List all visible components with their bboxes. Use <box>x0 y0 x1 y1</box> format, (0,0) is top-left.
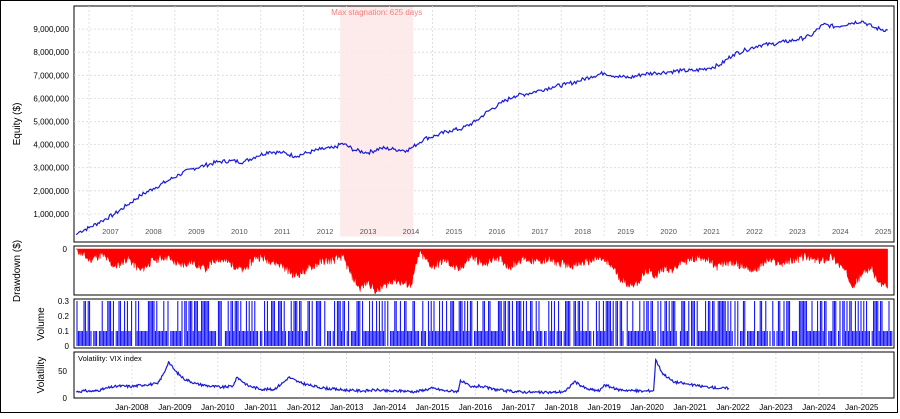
year-label: 2013 <box>360 227 377 236</box>
volume-y-axis-title: Volume <box>36 307 47 341</box>
equity-y-tick-label: 3,000,000 <box>33 164 69 173</box>
year-label: 2015 <box>446 227 463 236</box>
volume-y-ticks: 0 0.1 0.2 0.3 <box>58 297 70 351</box>
volume-y-tick-label: 0.3 <box>58 297 70 306</box>
year-label: 2014 <box>403 227 420 236</box>
year-label: 2009 <box>188 227 205 236</box>
equity-y-tick-label: 4,000,000 <box>33 141 69 150</box>
equity-line <box>75 20 888 236</box>
year-label: 2022 <box>746 227 763 236</box>
drawdown-y-axis-title: Drawdown ($) <box>12 240 23 302</box>
volume-y-tick-label: 0.1 <box>58 327 70 336</box>
x-tick-label: Jan-2011 <box>244 403 277 412</box>
x-tick-label: Jan-2012 <box>287 403 321 412</box>
volatility-panel <box>73 351 895 399</box>
year-label: 2017 <box>531 227 548 236</box>
equity-y-tick-label: 6,000,000 <box>33 94 69 103</box>
equity-y-tick-label: 5,000,000 <box>33 118 69 127</box>
year-label: 2011 <box>274 227 290 236</box>
x-tick-label: Jan-2014 <box>373 403 407 412</box>
year-label: 2020 <box>660 227 677 236</box>
volume-y-tick-label: 0 <box>65 342 70 351</box>
x-tick-label: Jan-2020 <box>630 403 664 412</box>
stagnation-band <box>340 6 414 237</box>
vix-line <box>76 357 730 395</box>
equity-panel <box>73 5 895 243</box>
volatility-grid <box>131 353 863 397</box>
x-tick-label: Jan-2022 <box>716 403 750 412</box>
drawdown-area <box>76 248 888 295</box>
year-label: 2025 <box>875 227 892 236</box>
equity-y-tick-label: 8,000,000 <box>33 48 69 57</box>
x-tick-label: Jan-2015 <box>416 403 450 412</box>
x-tick-label: Jan-2025 <box>845 403 879 412</box>
year-label: 2008 <box>145 227 162 236</box>
vix-tick-0: 0 <box>63 394 68 403</box>
equity-y-tick-label: 7,000,000 <box>33 71 69 80</box>
equity-y-axis-title: Equity ($) <box>12 103 23 146</box>
x-tick-label: Jan-2016 <box>459 403 493 412</box>
drawdown-zero-tick: 0 <box>63 245 68 254</box>
x-tick-label: Jan-2008 <box>115 403 149 412</box>
year-label: 2010 <box>231 227 248 236</box>
x-tick-label: Jan-2010 <box>201 403 235 412</box>
equity-y-tick-label: 2,000,000 <box>33 187 69 196</box>
vix-tick-50: 50 <box>58 367 67 376</box>
x-tick-label: Jan-2019 <box>588 403 622 412</box>
volume-bars <box>76 301 893 346</box>
equity-y-tick-label: 9,000,000 <box>33 25 69 34</box>
x-tick-label: Jan-2023 <box>759 403 793 412</box>
volume-y-tick-label: 0.2 <box>58 312 70 321</box>
year-label: 2007 <box>102 227 119 236</box>
year-label: 2021 <box>703 227 720 236</box>
year-label: 2019 <box>617 227 634 236</box>
stagnation-annotation: Max stagnation: 625 days <box>331 8 422 17</box>
equity-y-ticks: 1,000,000 2,000,000 3,000,000 4,000,000 5,00… <box>33 25 69 219</box>
year-label: 2023 <box>789 227 806 236</box>
x-tick-label: Jan-2009 <box>158 403 192 412</box>
year-labels: 2007 2008 2009 2010 2011 2012 2013 2014 2015 2016… <box>102 227 891 236</box>
x-tick-label: Jan-2024 <box>802 403 836 412</box>
equity-y-tick-label: 1,000,000 <box>33 210 69 219</box>
year-label: 2016 <box>489 227 506 236</box>
volatility-y-axis-title: Volatility <box>36 357 47 394</box>
x-axis-labels: Jan-2008 Jan-2009 Jan-2010 Jan-2011 Jan-2012… <box>115 403 879 412</box>
year-label: 2012 <box>317 227 334 236</box>
x-tick-label: Jan-2013 <box>330 403 364 412</box>
year-label: 2024 <box>832 227 849 236</box>
x-tick-label: Jan-2017 <box>502 403 536 412</box>
x-tick-label: Jan-2021 <box>673 403 707 412</box>
volatility-legend: Volatility: VIX index <box>78 354 142 363</box>
year-label: 2018 <box>574 227 591 236</box>
x-tick-label: Jan-2018 <box>545 403 579 412</box>
